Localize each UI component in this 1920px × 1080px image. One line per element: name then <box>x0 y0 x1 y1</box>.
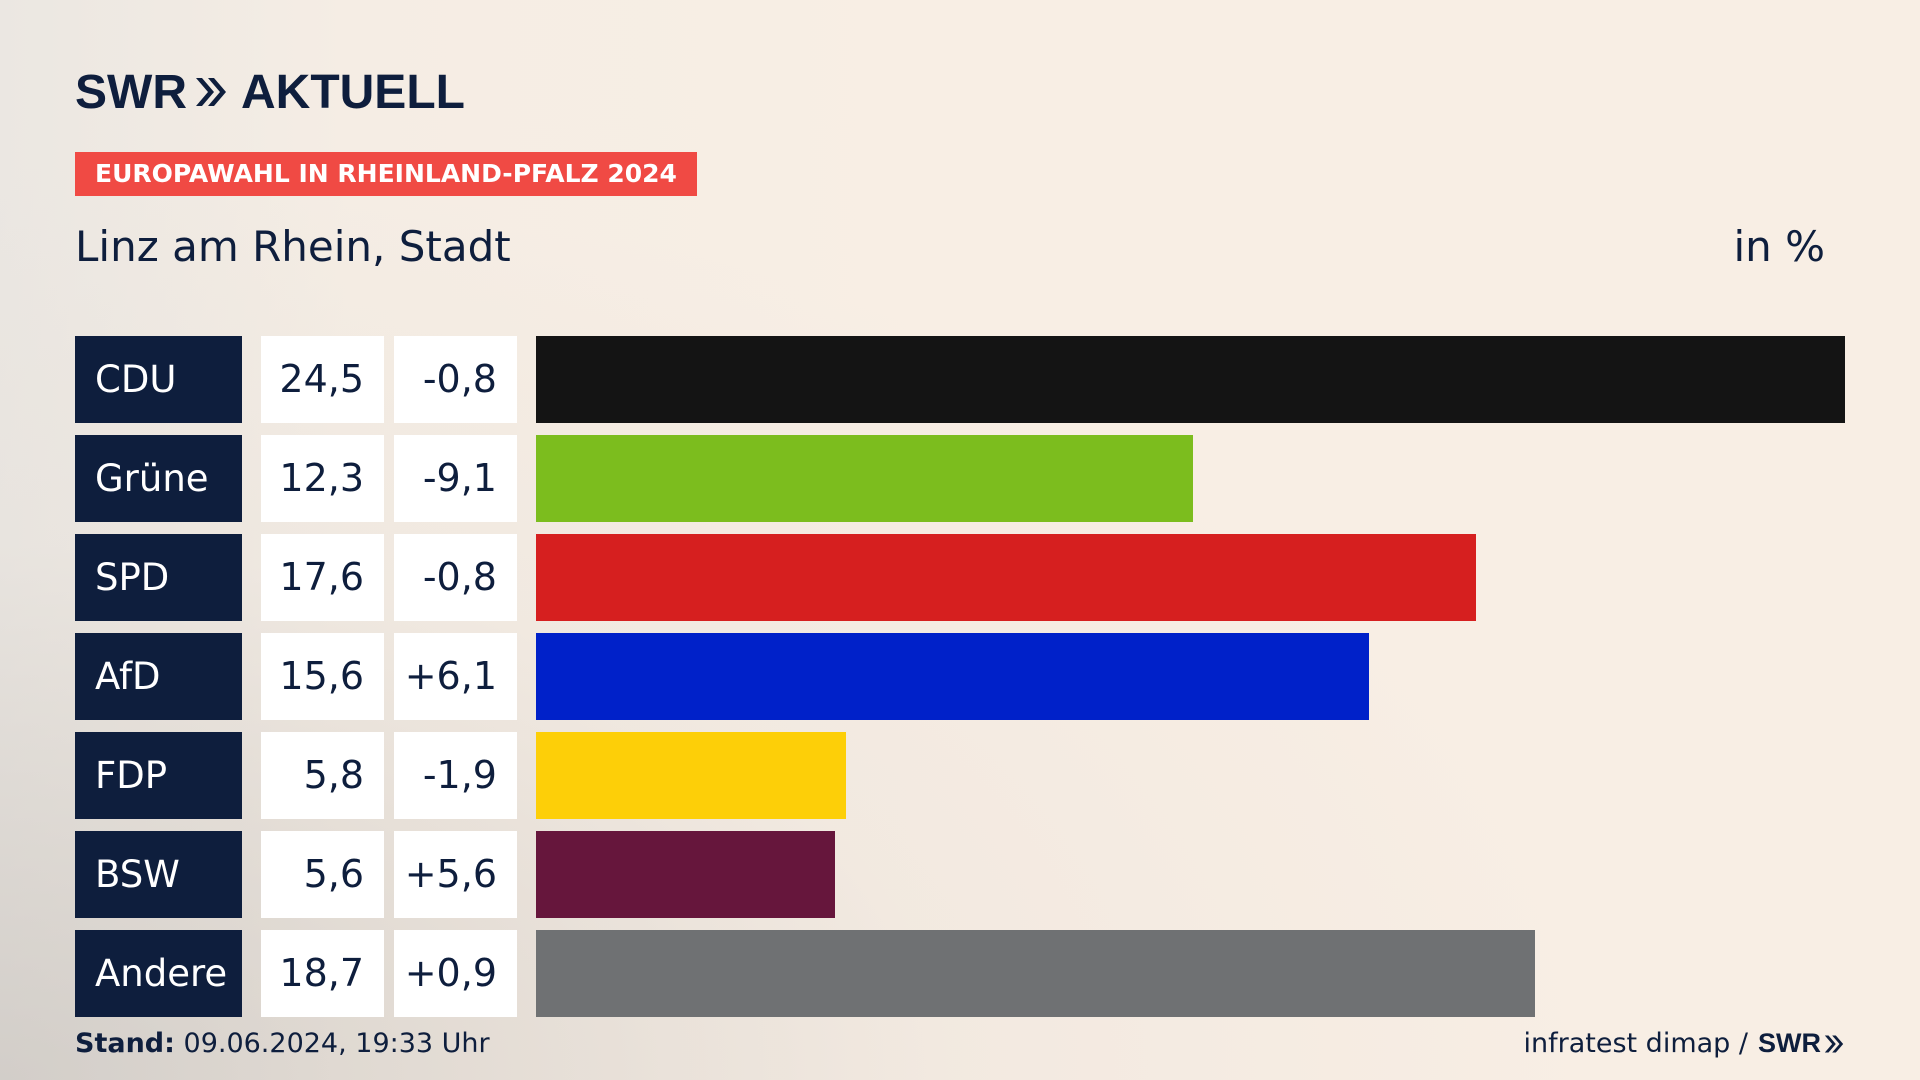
party-row: Grüne 12,3 -9,1 <box>75 435 1845 522</box>
vote-share-value: 18,7 <box>261 930 384 1017</box>
party-label: Andere <box>75 930 242 1017</box>
source-text: infratest dimap / <box>1523 1028 1748 1059</box>
result-bar <box>536 534 1476 621</box>
party-row: AfD 15,6 +6,1 <box>75 633 1845 720</box>
vote-share-value: 5,8 <box>261 732 384 819</box>
election-badge: EUROPAWAHL IN RHEINLAND-PFALZ 2024 <box>75 152 697 196</box>
party-label: AfD <box>75 633 242 720</box>
vote-change-value: +6,1 <box>394 633 517 720</box>
result-bar <box>536 633 1369 720</box>
vote-change-value: -1,9 <box>394 732 517 819</box>
result-bar <box>536 930 1535 1017</box>
vote-change-value: +0,9 <box>394 930 517 1017</box>
vote-share-value: 24,5 <box>261 336 384 423</box>
vote-change-value: +5,6 <box>394 831 517 918</box>
party-row: SPD 17,6 -0,8 <box>75 534 1845 621</box>
double-chevron-icon <box>193 74 229 110</box>
double-chevron-small-icon <box>1823 1033 1845 1055</box>
swr-aktuell-logo: SWR AKTUELL <box>75 65 465 119</box>
source-credit: infratest dimap / SWR <box>1523 1028 1845 1059</box>
vote-share-value: 15,6 <box>261 633 384 720</box>
source-brand: SWR <box>1758 1028 1845 1059</box>
result-bar <box>536 732 846 819</box>
party-label: SPD <box>75 534 242 621</box>
result-bar <box>536 435 1193 522</box>
result-bar <box>536 336 1845 423</box>
logo-brand: SWR <box>75 65 187 119</box>
result-bar <box>536 831 835 918</box>
vote-share-value: 12,3 <box>261 435 384 522</box>
logo-product: AKTUELL <box>240 65 465 119</box>
unit-label: in % <box>1733 222 1825 271</box>
stand-label: Stand: <box>75 1028 175 1059</box>
party-label: CDU <box>75 336 242 423</box>
timestamp: Stand: 09.06.2024, 19:33 Uhr <box>75 1028 490 1059</box>
region-title: Linz am Rhein, Stadt <box>75 222 511 271</box>
vote-change-value: -9,1 <box>394 435 517 522</box>
party-label: BSW <box>75 831 242 918</box>
party-row: BSW 5,6 +5,6 <box>75 831 1845 918</box>
party-label: FDP <box>75 732 242 819</box>
vote-change-value: -0,8 <box>394 336 517 423</box>
vote-share-value: 17,6 <box>261 534 384 621</box>
vote-change-value: -0,8 <box>394 534 517 621</box>
stand-value: 09.06.2024, 19:33 Uhr <box>183 1028 490 1059</box>
vote-share-value: 5,6 <box>261 831 384 918</box>
party-row: Andere 18,7 +0,9 <box>75 930 1845 1017</box>
party-label: Grüne <box>75 435 242 522</box>
source-brand-text: SWR <box>1758 1028 1821 1058</box>
party-row: FDP 5,8 -1,9 <box>75 732 1845 819</box>
party-row: CDU 24,5 -0,8 <box>75 336 1845 423</box>
